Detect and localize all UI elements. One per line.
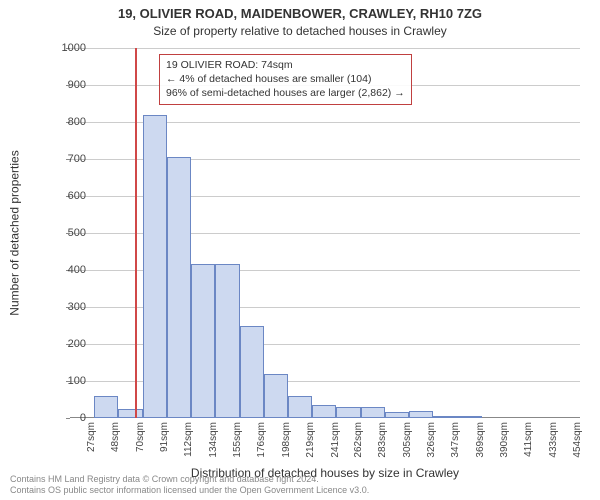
histogram-bar (240, 326, 264, 419)
footer-line-2: Contains OS public sector information li… (10, 485, 369, 496)
x-tick-label: 326sqm (426, 422, 437, 458)
annotation-box: 19 OLIVIER ROAD: 74sqm ← 4% of detached … (159, 54, 412, 105)
gridline (70, 48, 580, 49)
y-tick-label: 400 (36, 264, 86, 276)
y-tick-label: 200 (36, 338, 86, 350)
annotation-line-1: 19 OLIVIER ROAD: 74sqm (166, 58, 405, 72)
x-tick-label: 27sqm (86, 422, 97, 452)
reference-marker-line (135, 48, 137, 418)
x-tick-label: 390sqm (499, 422, 510, 458)
y-tick-label: 900 (36, 79, 86, 91)
histogram-bar (312, 405, 336, 418)
x-tick-label: 411sqm (523, 422, 534, 457)
y-tick-label: 1000 (36, 42, 86, 54)
x-tick-label: 454sqm (572, 422, 583, 458)
y-tick-label: 500 (36, 227, 86, 239)
histogram-bar (361, 407, 385, 418)
annotation-line-2: ← 4% of detached houses are smaller (104… (166, 72, 405, 86)
x-tick-label: 48sqm (110, 422, 121, 452)
y-tick-label: 700 (36, 153, 86, 165)
x-tick-label: 198sqm (281, 422, 292, 458)
x-tick-label: 305sqm (402, 422, 413, 458)
histogram-bar (191, 264, 215, 418)
histogram-bar (336, 407, 360, 418)
histogram-bar (458, 416, 482, 418)
histogram-bar (118, 409, 142, 418)
histogram-bar (433, 416, 457, 418)
x-tick-label: 433sqm (548, 422, 559, 458)
plot-area: 27sqm48sqm70sqm91sqm112sqm134sqm155sqm17… (70, 48, 580, 418)
x-tick-label: 347sqm (450, 422, 461, 458)
x-tick-label: 91sqm (159, 422, 170, 452)
histogram-bar (385, 412, 409, 418)
x-tick-label: 134sqm (208, 422, 219, 458)
histogram-bar (288, 396, 312, 418)
y-tick-label: 800 (36, 116, 86, 128)
histogram-bar (264, 374, 288, 418)
histogram-bar (409, 411, 433, 418)
title-sub: Size of property relative to detached ho… (0, 24, 600, 38)
y-tick-label: 600 (36, 190, 86, 202)
footer-line-1: Contains HM Land Registry data © Crown c… (10, 474, 369, 485)
x-tick-label: 262sqm (353, 422, 364, 458)
histogram-bar (94, 396, 118, 418)
x-tick-label: 112sqm (183, 422, 194, 457)
footer-attribution: Contains HM Land Registry data © Crown c… (10, 474, 369, 496)
x-tick-label: 219sqm (305, 422, 316, 458)
title-main: 19, OLIVIER ROAD, MAIDENBOWER, CRAWLEY, … (0, 6, 600, 21)
x-tick-label: 70sqm (135, 422, 146, 452)
chart-container: 19, OLIVIER ROAD, MAIDENBOWER, CRAWLEY, … (0, 0, 600, 500)
y-tick-label: 0 (36, 412, 86, 424)
x-tick-label: 176sqm (256, 422, 267, 458)
x-tick-label: 369sqm (475, 422, 486, 458)
histogram-bar (167, 157, 191, 418)
histogram-bar (215, 264, 239, 418)
y-tick-label: 300 (36, 301, 86, 313)
y-axis-label: Number of detached properties (8, 48, 22, 418)
y-tick-label: 100 (36, 375, 86, 387)
annotation-line-3: 96% of semi-detached houses are larger (… (166, 86, 405, 100)
x-tick-label: 241sqm (330, 422, 341, 458)
x-tick-label: 283sqm (377, 422, 388, 458)
x-tick-label: 155sqm (232, 422, 243, 458)
histogram-bar (143, 115, 167, 418)
